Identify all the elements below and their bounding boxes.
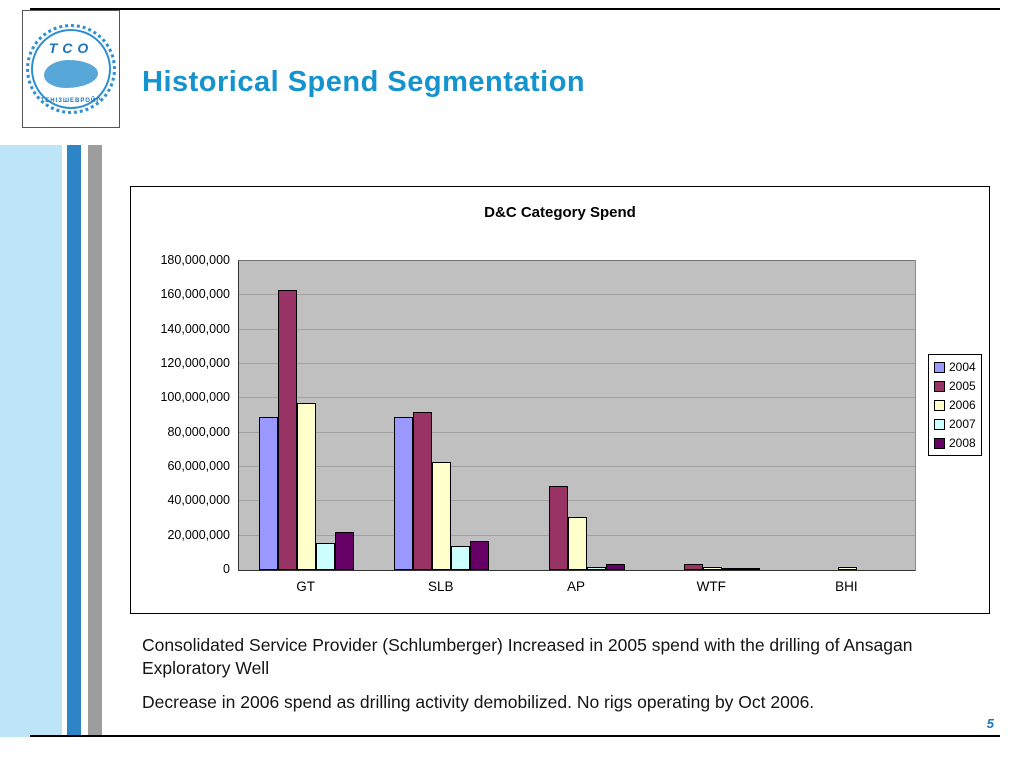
x-category-label: WTF — [696, 579, 726, 594]
x-category-label: SLB — [428, 579, 454, 594]
left-strip-blue — [67, 145, 81, 737]
legend-entry-2005: 2005 — [934, 379, 976, 393]
legend-entry-2007: 2007 — [934, 417, 976, 431]
kazakhstan-map-shape — [44, 60, 98, 88]
y-tick-label: 60,000,000 — [167, 459, 230, 473]
bar-2006-GT — [297, 403, 317, 570]
legend-label: 2006 — [949, 398, 976, 412]
legend-swatch-2004 — [934, 361, 945, 373]
gridline — [239, 294, 915, 296]
x-category-label: GT — [296, 579, 315, 594]
bar-2004-SLB — [394, 417, 414, 570]
bar-group-AP — [509, 261, 644, 570]
company-logo: TCO ТЕНІЗШЕВРОЙЛ — [22, 10, 120, 128]
y-tick-label: 20,000,000 — [167, 527, 230, 542]
legend-label: 2005 — [949, 379, 976, 393]
legend-swatch-2006 — [934, 399, 945, 411]
gridline — [239, 260, 915, 261]
bar-2007-GT — [316, 542, 336, 570]
y-tick-label: 80,000,000 — [167, 424, 230, 439]
bar-2007-SLB — [451, 545, 471, 570]
note-paragraph-1: Consolidated Service Provider (Schlumber… — [142, 635, 913, 679]
bar-2005-AP — [548, 485, 568, 570]
bar-2006-WTF — [702, 566, 722, 570]
page-title: Historical Spend Segmentation — [142, 66, 586, 98]
logo-ring-text: ТЕНІЗШЕВРОЙЛ — [40, 98, 102, 104]
bar-group-SLB — [374, 261, 509, 570]
logo-circle: TCO ТЕНІЗШЕВРОЙЛ — [26, 24, 116, 114]
gridline — [239, 431, 915, 433]
bar-2008-GT — [335, 532, 355, 570]
legend-label: 2004 — [949, 360, 976, 374]
left-strip-gray — [88, 145, 102, 737]
bar-2005-SLB — [413, 412, 433, 570]
y-axis: 0 20,000,000 40,000,000 60,000,000 80,000,00… — [131, 253, 230, 576]
bottom-rule — [30, 735, 1000, 737]
y-tick-label: 120,000,000 — [160, 356, 230, 370]
chart-title: D&C Category Spend — [484, 204, 636, 221]
page-number: 5 — [986, 716, 994, 731]
bar-2006-AP — [567, 516, 587, 570]
note-paragraph-2: Decrease in 2006 spend as drilling activ… — [142, 692, 815, 713]
y-tick-label: 40,000,000 — [167, 493, 230, 508]
bar-2006-BHI — [837, 567, 857, 570]
x-category-label: BHI — [835, 579, 858, 594]
y-tick-label: 100,000,000 — [160, 390, 230, 405]
legend-swatch-2007 — [934, 418, 945, 430]
y-tick-label: 0 — [223, 562, 230, 576]
legend-label: 2008 — [949, 436, 976, 450]
bar-2006-SLB — [432, 461, 452, 570]
bar-2008-WTF — [740, 568, 760, 570]
gridline — [239, 466, 915, 467]
legend-entry-2008: 2008 — [934, 436, 976, 450]
x-category-label: AP — [567, 579, 586, 594]
bar-2008-AP — [605, 564, 625, 570]
gridline — [239, 397, 915, 399]
top-rule — [30, 8, 1000, 10]
bar-2008-SLB — [470, 540, 490, 570]
legend-entry-2004: 2004 — [934, 360, 976, 374]
left-strip-lightblue — [0, 145, 62, 737]
gridline — [239, 500, 915, 502]
bar-2007-AP — [586, 567, 606, 570]
y-tick-label: 180,000,000 — [160, 253, 230, 267]
legend: 2004 2005 2006 2007 2008 — [928, 354, 982, 456]
y-tick-label: 140,000,000 — [160, 321, 230, 336]
logo-letters: TCO — [48, 40, 94, 56]
gridline — [239, 363, 915, 364]
notes-block: Consolidated Service Provider (Schlumber… — [142, 634, 942, 725]
legend-label: 2007 — [949, 417, 976, 431]
bar-2005-WTF — [683, 564, 703, 570]
bar-2004-GT — [259, 417, 279, 570]
legend-swatch-2005 — [934, 380, 945, 392]
legend-swatch-2008 — [934, 437, 945, 449]
gridline — [239, 328, 915, 330]
bar-2007-WTF — [721, 568, 741, 570]
plot-area — [238, 260, 916, 571]
chart-frame: D&C Category Spend 0 20,000,000 40,000,000… — [130, 186, 990, 614]
legend-entry-2006: 2006 — [934, 398, 976, 412]
bar-group-GT — [239, 261, 374, 570]
x-axis: GT SLB AP WTF BHI — [238, 579, 914, 594]
y-tick-label: 160,000,000 — [160, 287, 230, 302]
bar-group-WTF — [645, 261, 780, 570]
bar-2005-GT — [278, 290, 298, 570]
bar-group-BHI — [780, 261, 915, 570]
